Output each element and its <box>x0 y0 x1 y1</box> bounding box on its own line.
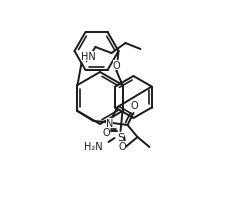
Text: O: O <box>102 127 110 137</box>
Text: H₂N: H₂N <box>84 141 102 151</box>
Text: O: O <box>118 141 126 151</box>
Text: S: S <box>116 132 123 142</box>
Text: O: O <box>130 101 138 110</box>
Text: HN: HN <box>81 52 96 62</box>
Text: N: N <box>105 118 113 128</box>
Text: O: O <box>112 61 120 71</box>
